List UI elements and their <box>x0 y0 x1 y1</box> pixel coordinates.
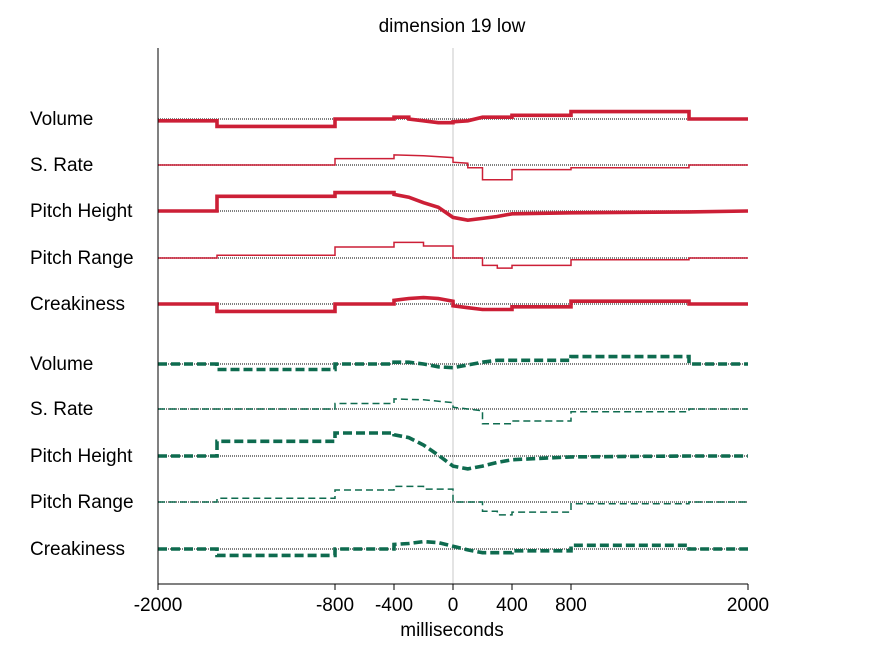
series-label: Creakiness <box>30 539 125 560</box>
series-line-creakiness-red <box>158 295 748 314</box>
series-line-pitch-range-red <box>158 241 748 269</box>
x-tick-label: 400 <box>496 595 528 616</box>
series-line-pitch-range-green <box>158 485 748 516</box>
series-group <box>158 109 749 558</box>
x-tick-label: -400 <box>375 595 413 616</box>
series-label: Pitch Range <box>30 492 134 513</box>
series-label: Pitch Height <box>30 201 133 222</box>
series-label: Volume <box>30 109 93 130</box>
series-label: Volume <box>30 354 93 375</box>
x-ticks-group: -2000 -800 -400 0 400 800 2000 <box>134 584 769 616</box>
chart-title: dimension 19 low <box>379 16 526 37</box>
series-line-creakiness-green <box>158 539 748 558</box>
series-label: Pitch Height <box>30 446 133 467</box>
x-tick-label: -800 <box>316 595 354 616</box>
series-label: Creakiness <box>30 294 125 315</box>
series-label: S. Rate <box>30 155 93 176</box>
series-line-s-rate-red <box>158 154 748 181</box>
series-line-pitch-height-red <box>158 190 749 223</box>
row-labels-group: Volume S. Rate Pitch Height Pitch Range Crea… <box>30 109 134 560</box>
series-line-volume-red <box>158 109 748 129</box>
series-line-volume-green <box>158 354 748 372</box>
series-label: Pitch Range <box>30 248 134 269</box>
x-tick-label: -2000 <box>134 595 183 616</box>
x-tick-label: 0 <box>448 595 459 616</box>
x-tick-label: 2000 <box>727 595 769 616</box>
series-line-pitch-height-green <box>158 431 748 471</box>
x-tick-label: 800 <box>555 595 587 616</box>
series-label: S. Rate <box>30 399 93 420</box>
series-line-s-rate-green <box>158 398 748 425</box>
x-axis-label: milliseconds <box>400 620 503 641</box>
